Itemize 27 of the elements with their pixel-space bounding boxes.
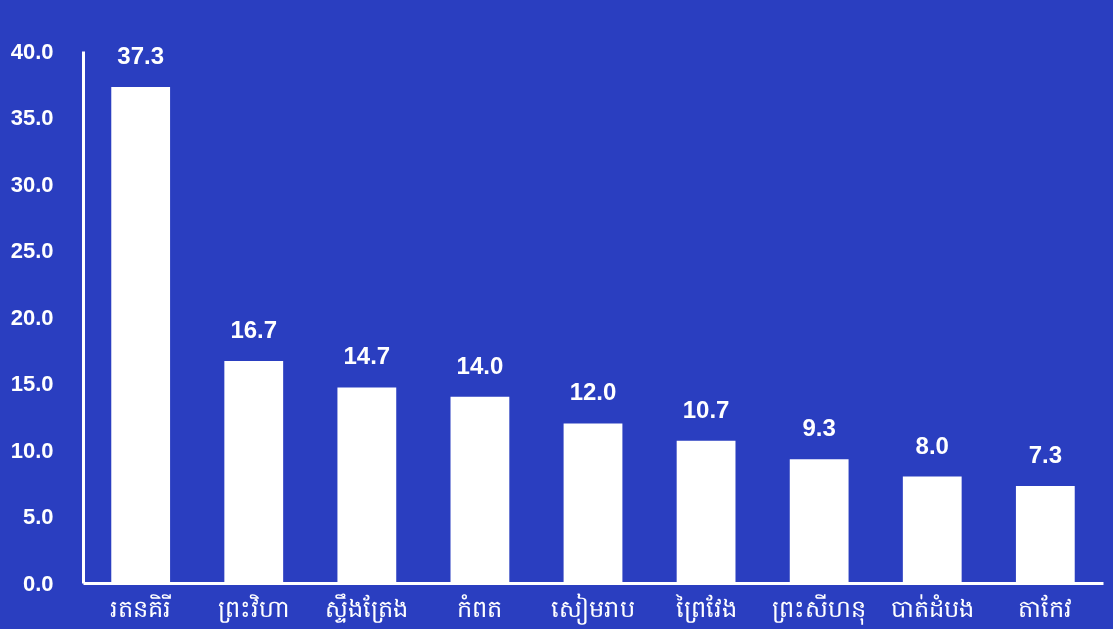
y-tick-label: 35.0 bbox=[10, 105, 54, 130]
data-label: 14.7 bbox=[343, 342, 391, 370]
y-tick-label: 40.0 bbox=[10, 38, 54, 64]
data-label: 16.7 bbox=[230, 315, 278, 343]
y-tick-label: 10.0 bbox=[10, 437, 54, 463]
y-tick-label: 0.0 bbox=[22, 570, 54, 596]
x-tick-label: ព្រះសីហនុ bbox=[772, 593, 867, 625]
data-label: 37.3 bbox=[117, 41, 165, 69]
y-tick-label: 25.0 bbox=[10, 238, 54, 263]
data-label: 7.3 bbox=[1028, 440, 1063, 468]
x-tick-label: រតនគិរី bbox=[110, 593, 172, 623]
y-tick-label: 30.0 bbox=[10, 171, 54, 197]
x-tick-label: កំពត bbox=[457, 593, 503, 623]
x-tick-label: សៀមរាប bbox=[551, 592, 635, 625]
data-label: 8.0 bbox=[915, 431, 949, 459]
y-tick-label: 15.0 bbox=[10, 371, 54, 396]
data-label: 14.0 bbox=[456, 351, 504, 379]
x-tick-label: បាត់ដំបង bbox=[890, 593, 974, 623]
data-label: 10.7 bbox=[682, 395, 730, 423]
data-label: 9.3 bbox=[802, 414, 836, 442]
data-label: 12.0 bbox=[569, 378, 617, 406]
x-tick-label: ព្រៃវែង bbox=[674, 593, 737, 623]
x-tick-label: ព្រះវិហា bbox=[217, 593, 290, 623]
x-tick-label: ស្ទឹងត្រែង bbox=[325, 592, 409, 623]
y-tick-label: 5.0 bbox=[22, 504, 54, 529]
y-tick-label: 20.0 bbox=[10, 304, 54, 330]
x-tick-label: តាកែវ bbox=[1018, 593, 1073, 623]
